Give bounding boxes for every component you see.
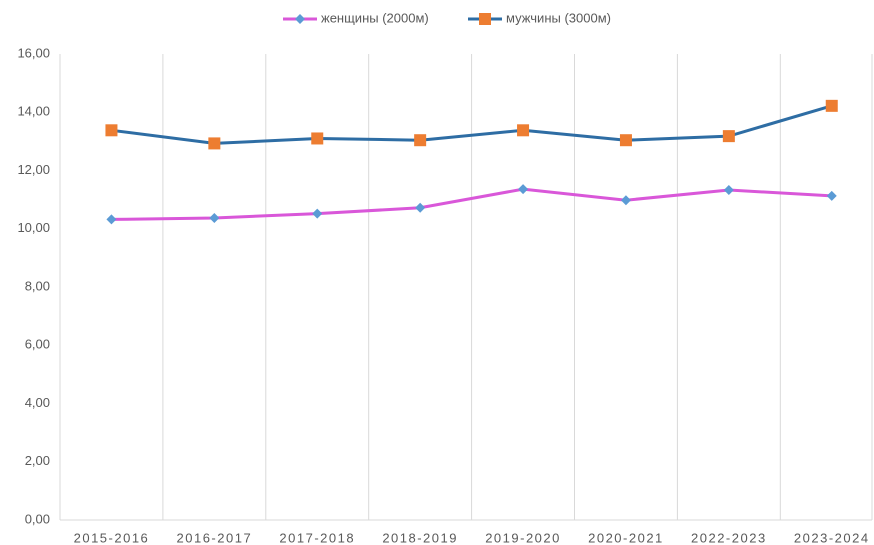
x-tick-label: 2020-2021 (588, 530, 664, 545)
data-point (722, 130, 735, 143)
legend-marker (295, 14, 305, 24)
data-point (209, 212, 220, 223)
legend-label: женщины (2000м) (321, 10, 429, 25)
legend-marker (479, 13, 491, 25)
data-point (826, 190, 837, 201)
data-point (311, 132, 324, 145)
y-tick-label: 12,00 (17, 162, 50, 177)
x-tick-label: 2015-2016 (74, 530, 150, 545)
y-tick-label: 6,00 (25, 337, 50, 352)
y-tick-label: 14,00 (17, 104, 50, 119)
x-tick-label: 2016-2017 (177, 530, 253, 545)
legend-label: мужчины (3000м) (506, 10, 611, 25)
data-point (415, 202, 426, 213)
data-point (825, 99, 838, 112)
data-point (620, 195, 631, 206)
data-point (723, 185, 734, 196)
y-tick-label: 0,00 (25, 511, 50, 526)
data-point (208, 137, 221, 150)
x-tick-label: 2023-2024 (794, 530, 870, 545)
y-tick-label: 8,00 (25, 278, 50, 293)
data-point (517, 124, 530, 137)
y-tick-label: 4,00 (25, 395, 50, 410)
data-point (312, 208, 323, 219)
y-tick-label: 2,00 (25, 453, 50, 468)
data-point (106, 214, 117, 225)
data-point (414, 134, 427, 147)
series-line (111, 187, 832, 221)
x-tick-label: 2017-2018 (279, 530, 355, 545)
y-tick-label: 16,00 (17, 45, 50, 60)
data-point (518, 184, 529, 195)
series-line (111, 104, 833, 145)
data-point (619, 134, 632, 147)
data-point (105, 124, 118, 137)
y-tick-label: 10,00 (17, 220, 50, 235)
x-tick-label: 2019-2020 (485, 530, 561, 545)
x-tick-label: 2018-2019 (382, 530, 458, 545)
x-tick-label: 2022-2023 (691, 530, 767, 545)
